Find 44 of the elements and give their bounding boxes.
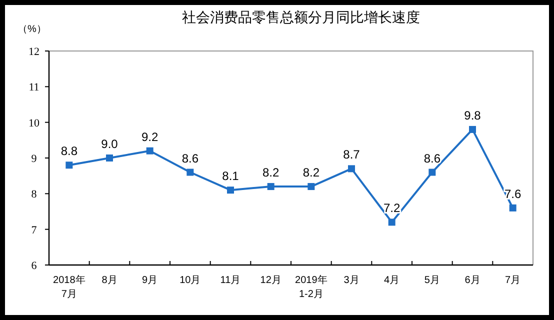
x-tick-label: 9月 — [142, 275, 158, 286]
y-tick-label: 12 — [28, 46, 40, 58]
point — [428, 168, 436, 176]
point — [469, 126, 476, 133]
point — [186, 168, 194, 176]
y-axis-title: （%） — [18, 24, 46, 35]
chart-title: 社会消费品零售总额分月同比增长速度 — [182, 9, 420, 25]
point — [146, 147, 154, 154]
y-tick-label: 9 — [31, 153, 38, 165]
x-tick-label: 11月 — [220, 275, 241, 286]
x-tick-label: 6月 — [464, 275, 480, 286]
point — [66, 162, 73, 169]
point — [308, 183, 315, 190]
point — [227, 186, 234, 194]
text: 9.0 — [101, 137, 118, 151]
y-tick-label: 6 — [31, 260, 38, 272]
text: 8.2 — [302, 166, 320, 180]
y-tick-label: 10 — [28, 117, 40, 130]
text: 8.6 — [182, 151, 199, 166]
text: 8.7 — [343, 148, 360, 162]
text: 8.6 — [424, 151, 441, 166]
y-tick-label: 7 — [31, 224, 38, 236]
x-tick-label: 2019年 1-2月 — [295, 274, 328, 300]
x-tick-label: 2018年 7月 — [53, 274, 86, 300]
y-tick-label: 11 — [28, 82, 40, 94]
text: 8.2 — [262, 166, 280, 180]
x-tick-label: 12月 — [260, 275, 282, 286]
text: 9.2 — [141, 130, 158, 144]
point — [348, 165, 355, 172]
point — [509, 204, 516, 212]
text: 9.8 — [464, 108, 481, 122]
x-tick-label: 4月 — [384, 275, 400, 286]
text: 8.1 — [222, 169, 239, 184]
x-tick-label: 8月 — [102, 275, 118, 286]
x-tick-label: 5月 — [424, 275, 440, 286]
x-tick-label: 3月 — [344, 275, 360, 286]
text: 7.2 — [383, 201, 400, 216]
y-tick-label: 8 — [31, 188, 38, 201]
point — [106, 154, 113, 162]
point — [267, 183, 274, 190]
x-tick-label: 7月 — [505, 275, 521, 286]
text: 8.8 — [60, 144, 78, 158]
x-tick-label: 10月 — [180, 275, 201, 286]
point — [388, 218, 396, 226]
